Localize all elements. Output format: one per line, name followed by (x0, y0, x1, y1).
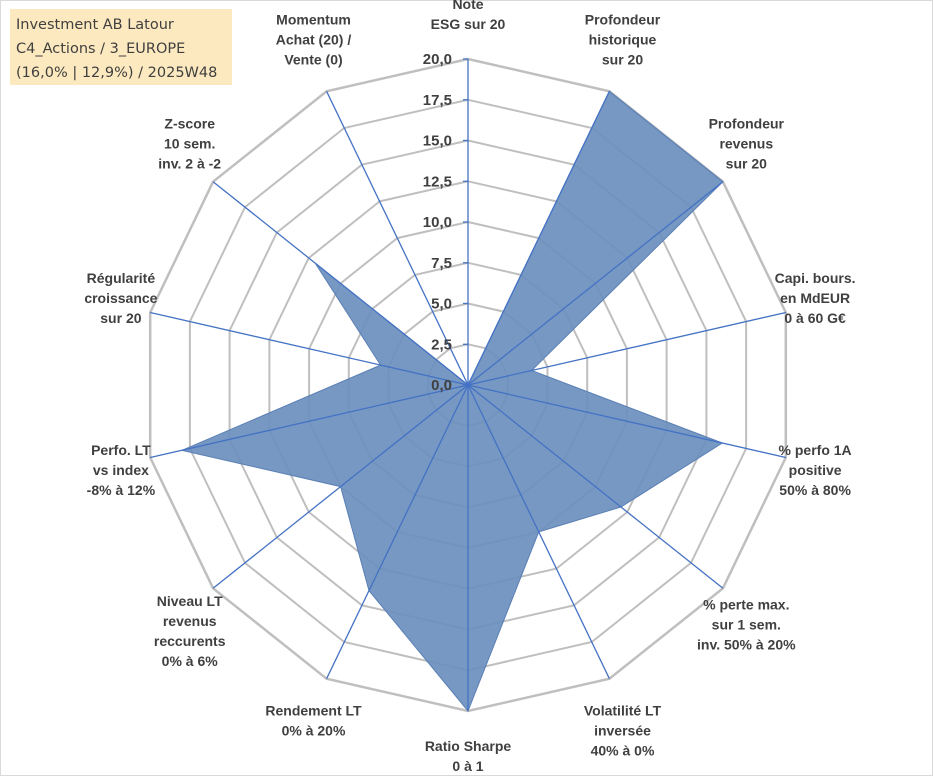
category-label-line: 0% à 6% (162, 653, 219, 669)
category-label-line: 0 à 1 (452, 758, 483, 774)
tick-layer: 0,0 2,5 5,0 7,5 10,0 12,5 15,0 17,5 20,0 (423, 51, 468, 394)
tick-label: 2,5 (431, 336, 452, 353)
category-label: Perfo. LT vs index -8% à 12% (87, 442, 156, 498)
axis-spoke (467, 91, 610, 386)
category-label-layer: Note ESG sur 20 Profondeur historique sur 20… (84, 0, 855, 774)
category-label-line: sur 20 (726, 155, 767, 171)
category-label-line: Volatilité LT (584, 703, 662, 719)
category-label-line: ESG sur 20 (431, 16, 506, 32)
tick-label: 15,0 (423, 133, 452, 150)
category-label-line: inv. 2 à -2 (158, 155, 221, 171)
tick-label: 7,5 (431, 255, 452, 272)
category-label: Profondeur revenus sur 20 (709, 115, 785, 171)
tick-label: 20,0 (423, 51, 452, 68)
category-label-line: historique (589, 31, 657, 47)
series-area (180, 90, 724, 712)
category-label: Ratio Sharpe 0 à 1 (425, 738, 512, 774)
title-line-category: C4_Actions / 3_EUROPE (16, 41, 186, 57)
category-label: Régularité croissance sur 20 (84, 270, 157, 326)
category-label-line: Ratio Sharpe (425, 738, 512, 754)
category-label-line: Rendement LT (265, 703, 362, 719)
category-label-line: Régularité (87, 270, 156, 286)
category-label-line: Perfo. LT (91, 442, 151, 458)
axis-spoke (212, 181, 469, 386)
category-label-line: % perte max. (703, 597, 789, 613)
category-label-line: sur 20 (100, 310, 141, 326)
category-label-line: Momentum (276, 11, 351, 27)
category-label-line: inversée (594, 723, 651, 739)
category-label-line: 50% à 80% (779, 482, 851, 498)
tick-label: 12,5 (423, 173, 452, 190)
axis-spoke (150, 384, 469, 459)
category-label-line: croissance (84, 290, 157, 306)
chart-title-box: Investment AB Latour C4_Actions / 3_EURO… (10, 9, 232, 85)
tick-label: 10,0 (423, 214, 452, 231)
category-label: Profondeur historique sur 20 (585, 11, 661, 67)
title-line-stats: (16,0% | 12,9%) / 2025W48 (16, 65, 218, 81)
axis-spoke (326, 384, 469, 679)
series-layer (180, 90, 724, 712)
axis-spoke (467, 384, 786, 459)
category-label-line: sur 20 (602, 51, 643, 67)
category-label-line: positive (789, 462, 842, 478)
category-label-line: Profondeur (709, 115, 785, 131)
category-label-line: Vente (0) (284, 51, 342, 67)
axis-spoke (326, 91, 469, 386)
category-label: Niveau LT revenus reccurents 0% à 6% (154, 593, 226, 669)
tick-label: 0,0 (431, 377, 452, 394)
category-label-line: 0% à 20% (282, 723, 346, 739)
category-label-line: Z-score (164, 115, 215, 131)
category-label: Capi. bours. en MdEUR 0 à 60 G€ (775, 270, 856, 326)
category-label: Z-score 10 sem. inv. 2 à -2 (158, 115, 221, 171)
axis-spoke (212, 384, 469, 589)
category-label-line: Achat (20) / (276, 31, 352, 47)
tick-label: 17,5 (423, 92, 452, 109)
category-label: % perte max. sur 1 sem. inv. 50% à 20% (697, 597, 796, 653)
category-label-line: inv. 50% à 20% (697, 637, 796, 653)
category-label-line: -8% à 12% (87, 482, 156, 498)
category-label-line: en MdEUR (780, 290, 850, 306)
category-label-line: sur 1 sem. (712, 617, 781, 633)
category-label-line: Niveau LT (157, 593, 223, 609)
axis-spoke (467, 181, 724, 386)
category-label-line: revenus (719, 135, 773, 151)
category-label-line: 0 à 60 G€ (784, 310, 846, 326)
category-label-line: % perfo 1A (779, 442, 852, 458)
axis-spoke (467, 384, 610, 679)
axis-spoke (467, 384, 724, 589)
category-label: Volatilité LT inversée 40% à 0% (584, 703, 662, 759)
title-line-company: Investment AB Latour (16, 17, 174, 33)
spoke-layer (150, 59, 786, 711)
category-label-line: Capi. bours. (775, 270, 856, 286)
category-label-line: 40% à 0% (591, 743, 655, 759)
tick-label: 5,0 (431, 296, 452, 313)
category-label-line: vs index (93, 462, 149, 478)
category-label-line: Profondeur (585, 11, 661, 27)
category-label: Momentum Achat (20) / Vente (0) (276, 11, 352, 67)
axis-spoke (467, 311, 786, 386)
category-label-line: reccurents (154, 633, 226, 649)
axis-spoke (150, 311, 469, 386)
category-label: Rendement LT 0% à 20% (265, 703, 362, 739)
category-label-line: revenus (163, 613, 217, 629)
category-label-line: Note (452, 0, 483, 12)
category-label: Note ESG sur 20 (431, 0, 506, 32)
category-label-line: 10 sem. (164, 135, 215, 151)
category-label: % perfo 1A positive 50% à 80% (779, 442, 852, 498)
